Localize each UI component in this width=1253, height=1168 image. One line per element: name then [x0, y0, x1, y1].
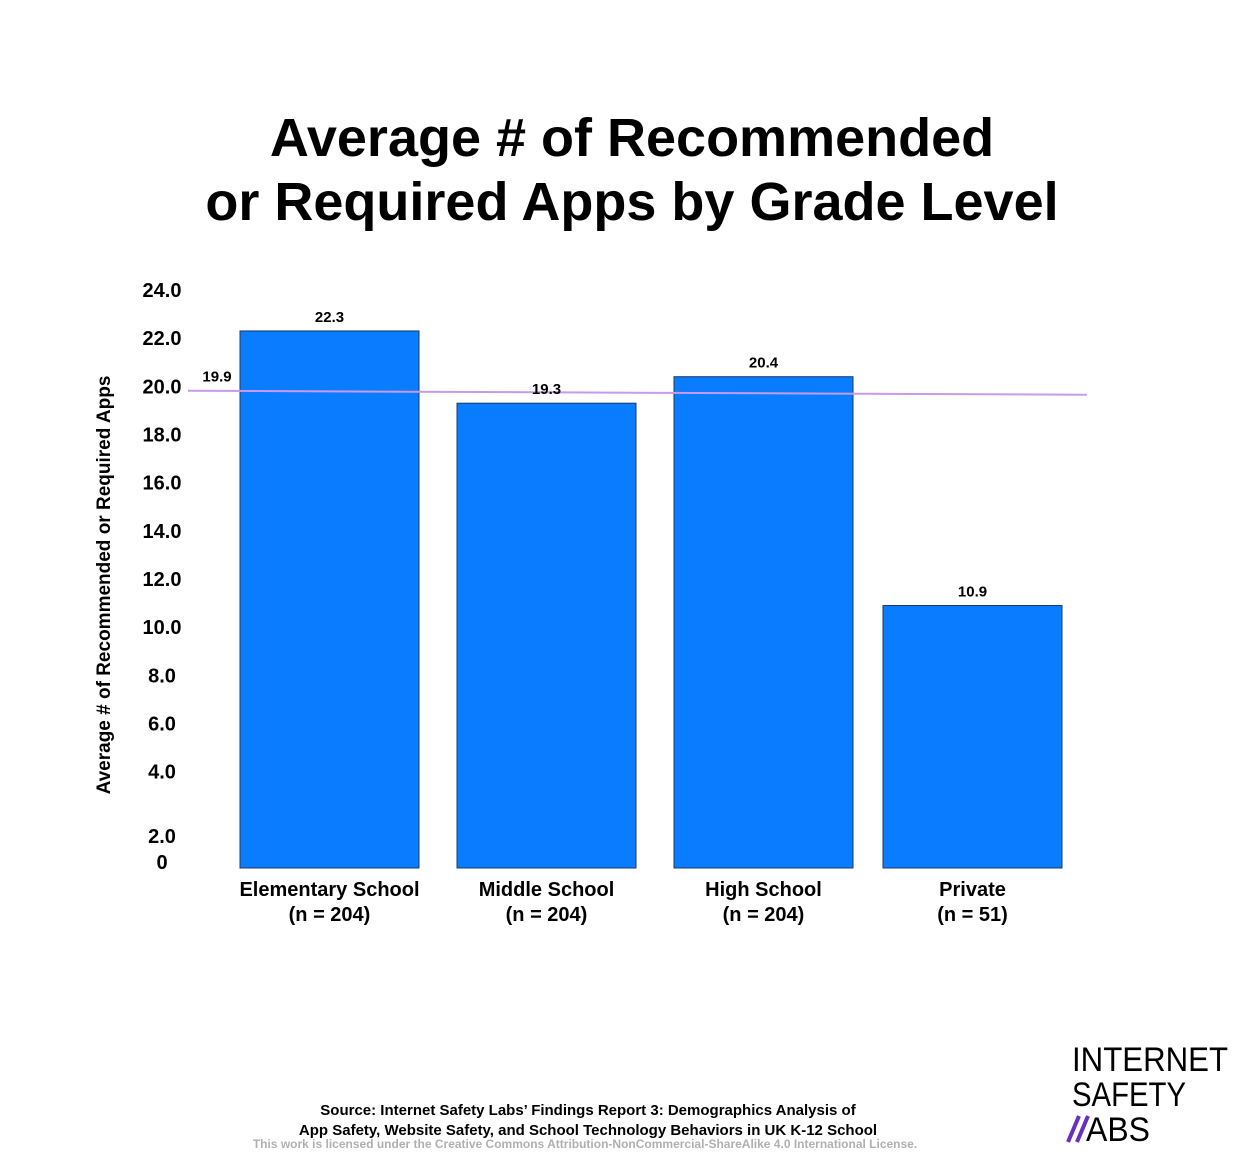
logo-slash-icon	[1075, 1115, 1090, 1143]
x-category-count: (n = 204)	[723, 904, 805, 926]
logo-line-labs: ABS	[1086, 1111, 1150, 1149]
x-category-label: Private	[939, 879, 1006, 901]
data-labels: 22.3 19.3 20.4 10.9	[315, 309, 987, 601]
y-tick-label: 6.0	[148, 714, 176, 736]
y-tick-label: 24.0	[143, 280, 182, 302]
reference-line-label: 19.9	[202, 369, 231, 386]
bar-4	[882, 604, 1063, 869]
y-tick-label: 14.0	[143, 521, 182, 543]
y-tick-label: 16.0	[143, 473, 182, 495]
bar-3	[673, 376, 854, 869]
average-reference-line	[187, 389, 1088, 396]
y-tick-label: 12.0	[143, 569, 182, 591]
source-footer: Source: Internet Safety Labs’ Findings R…	[253, 1102, 917, 1151]
x-category-label: High School	[705, 879, 822, 901]
bar-2	[456, 402, 637, 869]
bar-value-label: 19.3	[532, 381, 561, 398]
bar-value-label: 22.3	[315, 309, 344, 326]
y-tick-label: 22.0	[143, 328, 182, 350]
x-category-label: Middle School	[479, 879, 615, 901]
source-citation-line: App Safety, Website Safety, and School T…	[299, 1122, 877, 1139]
x-category-count: (n = 51)	[937, 904, 1008, 926]
y-tick-label: 8.0	[148, 665, 176, 687]
logo-line-safety: SAFETY	[1072, 1076, 1186, 1114]
y-tick-label: 2.0	[148, 826, 176, 848]
y-axis-ticks: 24.0 22.0 20.0 18.0 16.0 14.0 12.0 10.0 8.0 6.0 4.…	[143, 280, 182, 874]
source-citation-line: Source: Internet Safety Labs’ Findings R…	[320, 1102, 856, 1119]
x-axis-categories: Elementary School (n = 204) Middle School (…	[239, 879, 1007, 926]
x-category-label: Elementary School	[239, 879, 419, 901]
y-axis-label-group: Average # of Recommended or Required App…	[94, 376, 115, 795]
y-tick-label: 20.0	[143, 376, 182, 398]
y-axis-label: Average # of Recommended or Required App…	[94, 376, 115, 795]
bar-1	[239, 330, 420, 869]
bar-value-label: 20.4	[749, 355, 779, 372]
chart-title-line: Average # of Recommended	[270, 108, 994, 168]
bar-value-label: 10.9	[958, 583, 987, 600]
chart-title-line: or Required Apps by Grade Level	[205, 172, 1058, 232]
logo-slash-icon	[1066, 1115, 1081, 1143]
y-tick-label: 18.0	[143, 425, 182, 447]
y-tick-label: 4.0	[148, 762, 176, 784]
x-category-count: (n = 204)	[289, 904, 371, 926]
y-tick-label: 10.0	[143, 617, 182, 639]
reference-line-group: 19.9	[187, 369, 1088, 396]
x-category-count: (n = 204)	[506, 904, 588, 926]
bar-series	[239, 330, 1063, 869]
y-tick-label: 0	[156, 852, 167, 874]
logo-line-internet: INTERNET	[1072, 1041, 1228, 1079]
license-notice: This work is licensed under the Creative…	[253, 1137, 917, 1151]
